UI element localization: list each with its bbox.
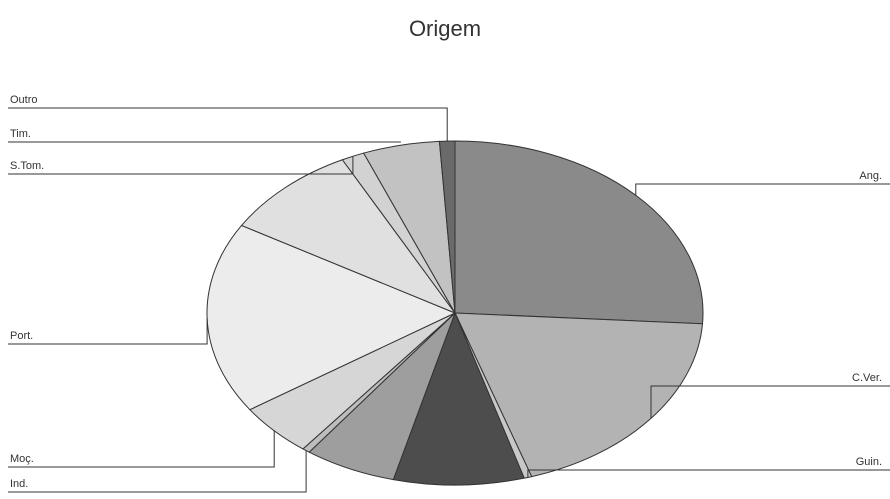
leader-line: [8, 430, 275, 468]
leader-line: [8, 156, 354, 175]
slice-label: Port.: [10, 330, 33, 342]
leader-line: [8, 318, 208, 345]
slice-label: S.Tom.: [10, 160, 44, 172]
slice-label: C.Ver.: [852, 372, 882, 384]
pie-slice-3: [392, 311, 525, 486]
slice-label: Tim.: [10, 128, 31, 140]
leader-line: [8, 450, 307, 493]
chart-title: Origem: [408, 16, 482, 41]
slice-label: Outro: [10, 94, 38, 106]
pie-slice-ang: [454, 140, 704, 325]
pie-slice-8: [240, 159, 457, 315]
slice-label: Guin.: [856, 456, 882, 468]
leader-line: [8, 107, 448, 142]
leader-line: [635, 183, 890, 196]
leader-line: [527, 469, 890, 478]
leader-line: [650, 385, 890, 419]
slice-label: Moç.: [10, 453, 34, 465]
slice-label: Ind.: [10, 478, 28, 490]
slice-label: Ang.: [859, 170, 882, 182]
